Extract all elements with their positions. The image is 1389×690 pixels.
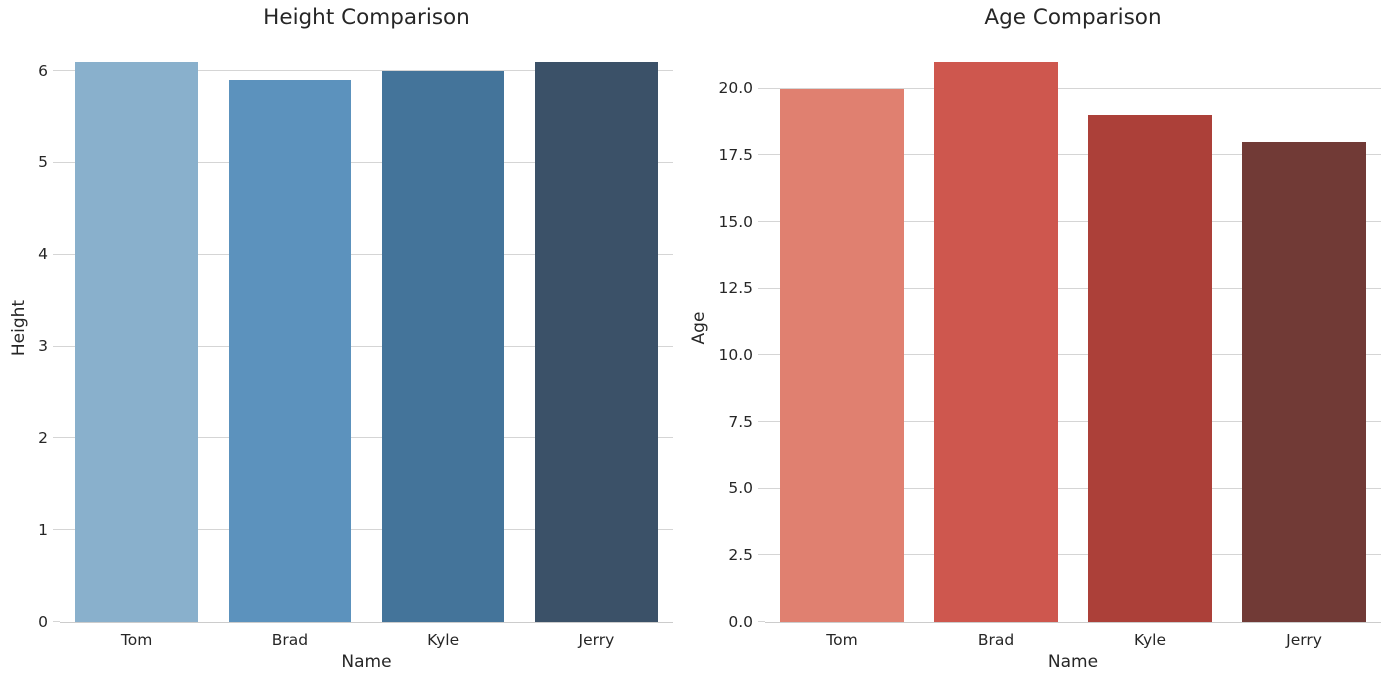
chart-title: Height Comparison [263,5,470,30]
y-axis-label: Height [9,299,29,357]
x-tick-label: Brad [977,631,1015,649]
y-tick-mark [53,437,60,439]
bar-tom [780,88,904,622]
y-tick-label: 2 [38,428,48,447]
y-tick-label: 7.5 [728,412,753,431]
x-tick-label: Jerry [578,631,615,649]
plot-area: 0 1 2 3 4 5 6 Tom Brad Kyle Jerry [38,34,673,649]
bar-jerry [535,62,658,622]
y-tick-label: 3 [38,336,48,355]
bar-brad [228,80,352,622]
gridline [765,287,1381,289]
bar-tom [75,62,198,622]
bar-kyle [1088,115,1212,622]
gridline [765,221,1381,222]
age-chart: Age Comparison Age 0.0 2.5 5.0 7.5 10.0 12.5 1… [689,0,1389,690]
y-tick-label: 0.0 [728,612,753,631]
gridline [60,345,673,347]
plot-area: 0.0 2.5 5.0 7.5 10.0 12.5 15.0 17.5 20.0 Tom Brad K… [718,34,1381,649]
y-tick-mark [53,621,60,622]
gridline [765,154,1381,156]
y-tick-label: 6 [38,61,48,80]
x-tick-label: Brad [271,631,309,649]
y-tick-label: 20.0 [718,78,753,97]
y-tick-mark [758,487,765,489]
bar-brad [934,62,1058,622]
y-tick-label: 5.0 [728,478,753,497]
y-tick-mark [53,161,60,163]
y-tick-mark [758,421,765,422]
chart-title: Age Comparison [984,5,1162,30]
y-tick-mark [758,221,765,222]
y-tick-label: 4 [38,245,48,264]
gridline [765,87,1381,89]
y-tick-mark [53,253,60,255]
x-tick-label: Kyle [1133,631,1167,649]
y-tick-label: 12.5 [718,278,753,297]
y-tick-label: 10.0 [718,345,753,364]
gridline [765,354,1381,356]
height-chart: Height Comparison Height 0 1 2 3 4 5 6 Tom Brad K… [0,0,694,690]
y-tick-mark [758,87,765,89]
y-tick-mark [53,345,60,347]
y-tick-mark [758,621,765,622]
gridline [60,161,673,163]
x-axis-label: Name [1047,652,1099,672]
gridline [60,70,673,72]
y-tick-mark [758,287,765,289]
y-tick-label: 2.5 [728,545,753,564]
y-tick-label: 1 [38,520,48,539]
y-tick-mark [53,529,60,531]
gridline [765,421,1381,422]
bar-jerry [1242,142,1366,622]
y-tick-label: 0 [38,612,48,631]
x-tick-label: Kyle [427,631,460,649]
gridline [60,529,673,531]
y-tick-label: 17.5 [718,145,753,164]
x-tick-label: Tom [120,631,153,649]
x-axis-label: Name [341,652,392,672]
x-tick-label: Tom [826,631,858,649]
y-tick-label: 5 [38,153,48,172]
gridline [765,554,1381,556]
y-tick-label: 15.0 [718,212,753,231]
y-tick-mark [758,154,765,156]
gridline [60,253,673,255]
y-tick-mark [53,70,60,72]
x-tick-label: Jerry [1286,631,1322,649]
y-axis-label: Age [689,311,709,345]
y-tick-mark [758,354,765,356]
gridline [765,487,1381,489]
bar-kyle [381,71,505,622]
y-tick-mark [758,554,765,556]
gridline [60,437,673,439]
